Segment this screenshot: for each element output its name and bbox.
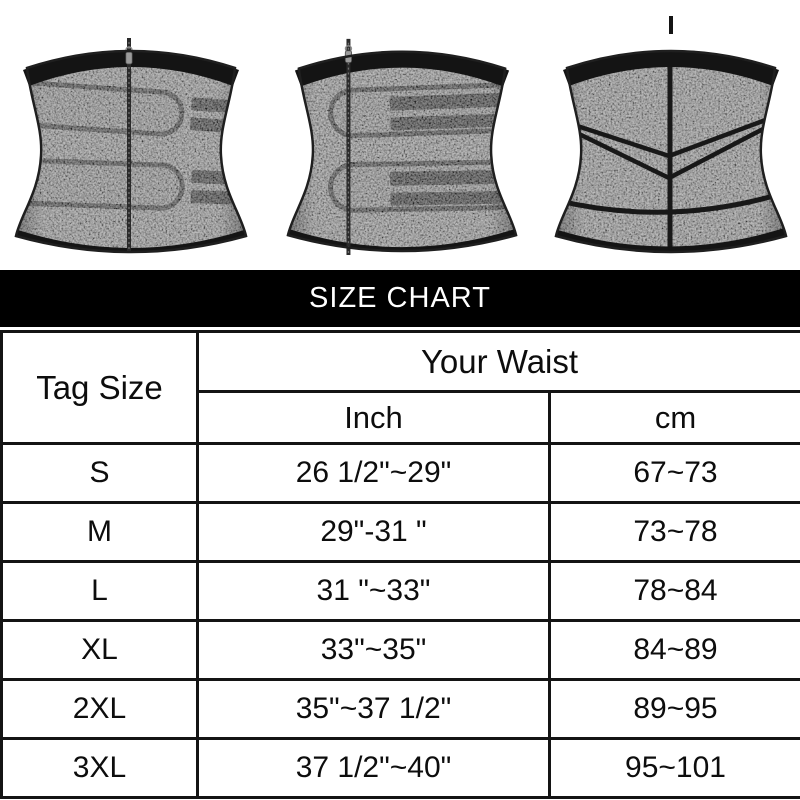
size-label: M xyxy=(0,501,199,563)
size-chart-table: Tag Size Your Waist Inch cm S 26 1/2"~29… xyxy=(0,330,800,799)
size-label: XL xyxy=(0,619,199,681)
product-photo-back xyxy=(550,6,792,268)
size-chart-banner: SIZE CHART xyxy=(0,270,800,327)
cm-range: 73~78 xyxy=(548,501,800,563)
size-label: 2XL xyxy=(0,678,199,740)
column-header-tag-size: Tag Size xyxy=(0,330,199,445)
table-row-2xl: 2XL 35"~37 1/2" 89~95 xyxy=(0,678,800,740)
inch-range: 35"~37 1/2" xyxy=(196,678,551,740)
product-photo-strip xyxy=(0,0,800,270)
column-header-cm: cm xyxy=(548,390,800,445)
column-header-inch: Inch xyxy=(196,390,551,445)
waist-trainer-straps-image xyxy=(286,38,518,256)
size-chart-title: SIZE CHART xyxy=(309,282,491,314)
inch-range: 29"-31 " xyxy=(196,501,551,563)
table-row-m: M 29"-31 " 73~78 xyxy=(0,501,800,563)
table-row-s: S 26 1/2"~29" 67~73 xyxy=(0,442,800,504)
inch-range: 33"~35" xyxy=(196,619,551,681)
cm-range: 67~73 xyxy=(548,442,800,504)
size-label: 3XL xyxy=(0,737,199,799)
product-photo-front xyxy=(8,6,254,268)
cm-range: 84~89 xyxy=(548,619,800,681)
inch-range: 31 "~33" xyxy=(196,560,551,622)
banner-divider xyxy=(0,327,800,330)
table-row-l: L 31 "~33" 78~84 xyxy=(0,560,800,622)
cm-range: 95~101 xyxy=(548,737,800,799)
product-photo-straps-detail xyxy=(283,6,521,268)
size-label: S xyxy=(0,442,199,504)
column-header-your-waist: Your Waist xyxy=(196,330,800,393)
waist-trainer-front-image xyxy=(14,38,248,254)
table-row-3xl: 3XL 37 1/2"~40" 95~101 xyxy=(0,737,800,799)
table-row-xl: XL 33"~35" 84~89 xyxy=(0,619,800,681)
cm-range: 89~95 xyxy=(548,678,800,740)
size-label: L xyxy=(0,560,199,622)
waist-trainer-back-image xyxy=(554,16,788,254)
cm-range: 78~84 xyxy=(548,560,800,622)
inch-range: 26 1/2"~29" xyxy=(196,442,551,504)
inch-range: 37 1/2"~40" xyxy=(196,737,551,799)
